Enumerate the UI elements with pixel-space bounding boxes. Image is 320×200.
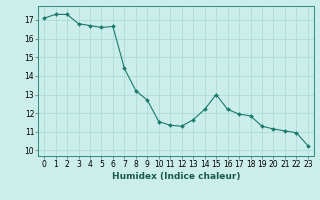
X-axis label: Humidex (Indice chaleur): Humidex (Indice chaleur): [112, 172, 240, 181]
